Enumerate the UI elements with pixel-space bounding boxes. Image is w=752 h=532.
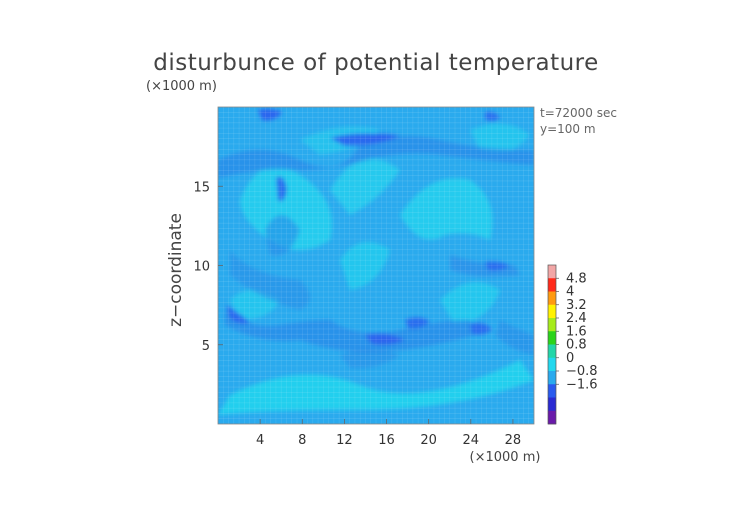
x-tick-label: 20 xyxy=(420,433,437,448)
colorbar-swatch xyxy=(548,304,556,319)
colorbar-label: 4 xyxy=(566,285,574,300)
colorbar-label: 1.6 xyxy=(566,324,587,339)
colorbar-label: −0.8 xyxy=(566,364,598,379)
colorbar-swatch xyxy=(548,410,556,425)
x-tick-labels: 4 8 12 16 20 24 28 xyxy=(256,419,521,448)
annotation-time: t=72000 sec xyxy=(540,106,617,120)
colorbar-swatch xyxy=(548,265,556,279)
y-tick-label: 15 xyxy=(193,180,210,195)
x-tick-label: 16 xyxy=(378,433,395,448)
colorbar-label: 3.2 xyxy=(566,298,587,313)
x-tick-label: 28 xyxy=(505,433,522,448)
colorbar: 4.843.22.41.60.80−0.8−1.6 xyxy=(547,264,598,425)
colorbar-swatch xyxy=(548,331,556,345)
chart-title: disturbunce of potential temperature xyxy=(153,50,599,76)
colorbar-label: 0 xyxy=(566,351,574,366)
colorbar-label: 2.4 xyxy=(566,311,587,326)
colorbar-swatch xyxy=(548,397,556,412)
plot-area xyxy=(217,106,535,425)
y-tick-label: 5 xyxy=(202,339,210,354)
colorbar-label: 0.8 xyxy=(566,338,587,353)
colorbar-swatch xyxy=(548,318,556,332)
colorbar-swatch xyxy=(548,384,556,398)
x-tick-label: 8 xyxy=(298,433,306,448)
y-tick-label: 10 xyxy=(193,260,210,275)
x-axis-label: (×1000 m) xyxy=(470,450,541,465)
y-unit-label: (×1000 m) xyxy=(146,79,217,94)
colorbar-label: 4.8 xyxy=(566,271,587,286)
x-tick-label: 12 xyxy=(336,433,353,448)
x-tick-label: 4 xyxy=(256,433,264,448)
colorbar-label: −1.6 xyxy=(566,377,598,392)
annotation-y: y=100 m xyxy=(540,122,596,136)
x-tick-label: 24 xyxy=(463,433,480,448)
y-axis-label: z−coordinate xyxy=(166,213,186,327)
colorbar-swatch xyxy=(548,357,556,372)
colorbar-swatch xyxy=(548,371,556,385)
colorbar-swatch xyxy=(548,344,556,359)
colorbar-swatch xyxy=(548,278,556,292)
colorbar-swatch xyxy=(548,291,556,306)
y-tick-labels: 5 10 15 xyxy=(193,180,223,354)
